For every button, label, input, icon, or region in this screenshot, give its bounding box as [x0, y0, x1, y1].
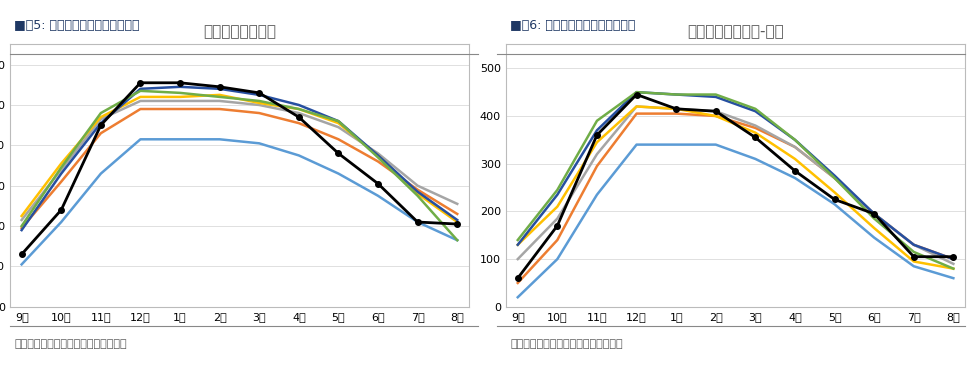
- Title: 全国棉花商业库存: 全国棉花商业库存: [203, 24, 276, 39]
- Legend: 2017年度, 2018年度, 2019年度, 2020年度, 2021年度, 2022年度, 2023年度: 2017年度, 2018年度, 2019年度, 2020年度, 2021年度, …: [83, 366, 396, 370]
- Legend: 2017年度, 2018年度, 2019年度, 2020年度, 2021年度, 2022年度, 2023年度: 2017年度, 2018年度, 2019年度, 2020年度, 2021年度, …: [579, 366, 892, 370]
- Title: 全国棉花商业库存-新疆: 全国棉花商业库存-新疆: [687, 24, 784, 39]
- Text: 数据来源：银河期货、中国棉花信息网: 数据来源：银河期货、中国棉花信息网: [511, 339, 623, 349]
- Text: ■图5: 全国棉花商业库存（万吨）: ■图5: 全国棉花商业库存（万吨）: [15, 19, 139, 32]
- Text: 数据来源：银河期货、中国棉花信息网: 数据来源：银河期货、中国棉花信息网: [15, 339, 127, 349]
- Text: ■图6: 新疆地区商业库存（万吨）: ■图6: 新疆地区商业库存（万吨）: [511, 19, 636, 32]
